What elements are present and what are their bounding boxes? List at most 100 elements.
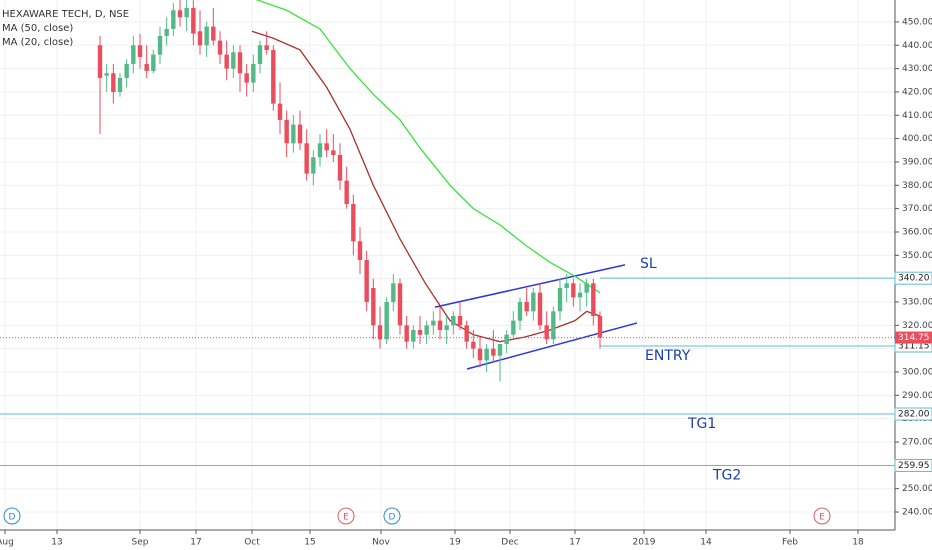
level-label-box [894,407,932,421]
level-label: 311.15 [898,341,930,351]
candle-body [577,292,583,298]
candle-body [411,329,416,342]
y-tick-label: 320.00 [902,321,932,331]
level-label-box [894,271,932,285]
candle-body [377,325,383,340]
candle-body [477,348,483,361]
chart-title: HEXAWARE TECH, D, NSE [2,9,129,20]
candle-body [544,325,549,340]
x-tick-label: 19 [449,538,461,548]
candle-body [517,301,523,321]
candle-body [371,287,376,326]
candle-body [297,124,303,144]
candle-body [344,180,349,204]
candle-body [424,325,429,335]
candle-body [204,26,209,46]
ma-line [251,30,601,343]
candle-body [131,45,136,64]
y-tick-label: 370.00 [902,204,932,214]
candle-body [597,315,603,338]
candle-body [217,40,223,55]
candle-body [264,45,269,50]
candle-body [484,348,489,361]
x-tick-label: 15 [304,538,315,548]
candle-body [231,52,236,69]
level-annotation: ENTRY [645,348,691,364]
candle-body [571,283,576,298]
y-tick-label: 290.00 [902,391,932,401]
event-label: D [389,513,396,523]
candle-body [564,283,569,288]
candle-body [551,311,556,340]
x-tick-label: 14 [700,538,712,548]
candle-body [284,119,289,144]
candle-body [304,143,309,174]
candle-body [397,283,403,326]
last-price-box [895,331,932,344]
candle-body [584,283,589,293]
candle-body [464,325,469,342]
candle-body [97,45,103,78]
level-annotation: TG1 [687,416,716,432]
last-price-label: 314.75 [898,333,930,343]
candle-body [311,157,316,174]
x-tick-label: Oct [244,538,260,548]
channel-line [466,322,638,370]
candle-body [357,241,363,260]
level-label-box [894,458,932,472]
candle-body [151,54,156,71]
event-marker [337,507,355,525]
candle-body [537,292,543,326]
candle-body [251,63,256,83]
candle-body [431,320,436,326]
y-tick-label: 440.00 [902,41,932,51]
x-tick-label: 17 [569,538,580,548]
candle-body [417,329,423,335]
candle-body [591,283,596,316]
x-tick-label: Nov [372,538,390,548]
candle-body [337,154,343,181]
candle-body [191,7,196,34]
x-tick-label: Sep [132,538,149,548]
x-tick-label: 18 [852,538,864,548]
y-tick-label: 430.00 [902,64,932,74]
candle-body [384,301,389,340]
y-tick-label: 420.00 [902,87,932,97]
y-tick-label: 240.00 [902,508,932,518]
y-tick-label: 360.00 [902,227,932,237]
channel-line [434,264,626,308]
event-label: E [819,513,825,523]
candle-body [471,341,476,349]
y-tick-label: 270.00 [902,438,932,448]
x-tick-label: 2019 [633,538,656,548]
candle-body [244,73,249,83]
event-marker [3,507,21,525]
candle-body [444,325,449,330]
candle-body [237,52,243,74]
ma-line [255,0,601,294]
candle-body [144,63,149,71]
axes: 240.00250.00260.00270.00280.00290.00300.… [0,17,932,548]
y-tick-label: 390.00 [902,157,932,167]
candle-body [497,343,503,356]
candle-body [197,31,203,46]
event-label: E [343,513,349,523]
level-label: 340.20 [898,274,930,284]
x-tick-label: Feb [782,538,798,548]
candle-body [331,150,336,155]
candle-body [491,348,496,356]
candle-body [177,10,183,18]
candle-body [224,54,229,69]
candle-body [557,287,563,312]
candle-body [117,77,123,92]
level-label: 259.95 [898,461,930,471]
y-tick-label: 410.00 [902,111,932,121]
x-tick-label: 17 [190,538,201,548]
legend-entry: MA (50, close) [2,23,73,34]
candle-body [124,63,129,78]
y-tick-label: 450.00 [902,17,932,27]
candle-body [211,26,216,41]
candle-body [524,301,529,312]
y-tick-label: 380.00 [902,181,932,191]
